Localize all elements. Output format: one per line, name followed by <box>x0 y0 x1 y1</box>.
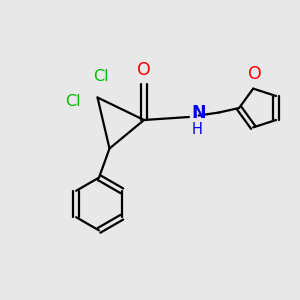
Text: H: H <box>191 122 202 137</box>
Text: Cl: Cl <box>65 94 81 110</box>
Text: N: N <box>191 104 206 122</box>
Text: O: O <box>137 61 151 80</box>
Text: Cl: Cl <box>93 69 108 84</box>
Text: O: O <box>248 64 262 82</box>
